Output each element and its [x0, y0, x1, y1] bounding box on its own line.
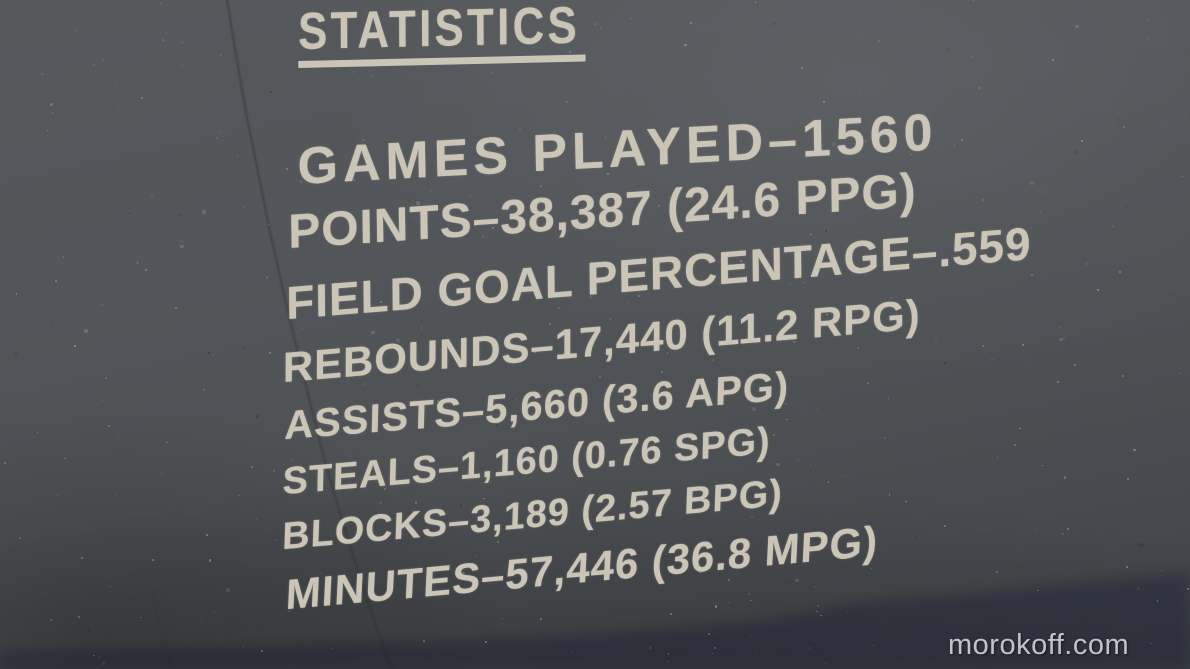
watermark: morokoff.com — [948, 629, 1130, 661]
plaque-title: STATISTICS — [298, 0, 586, 69]
bottom-shadow — [0, 573, 1190, 669]
stone-crack — [225, 0, 395, 669]
